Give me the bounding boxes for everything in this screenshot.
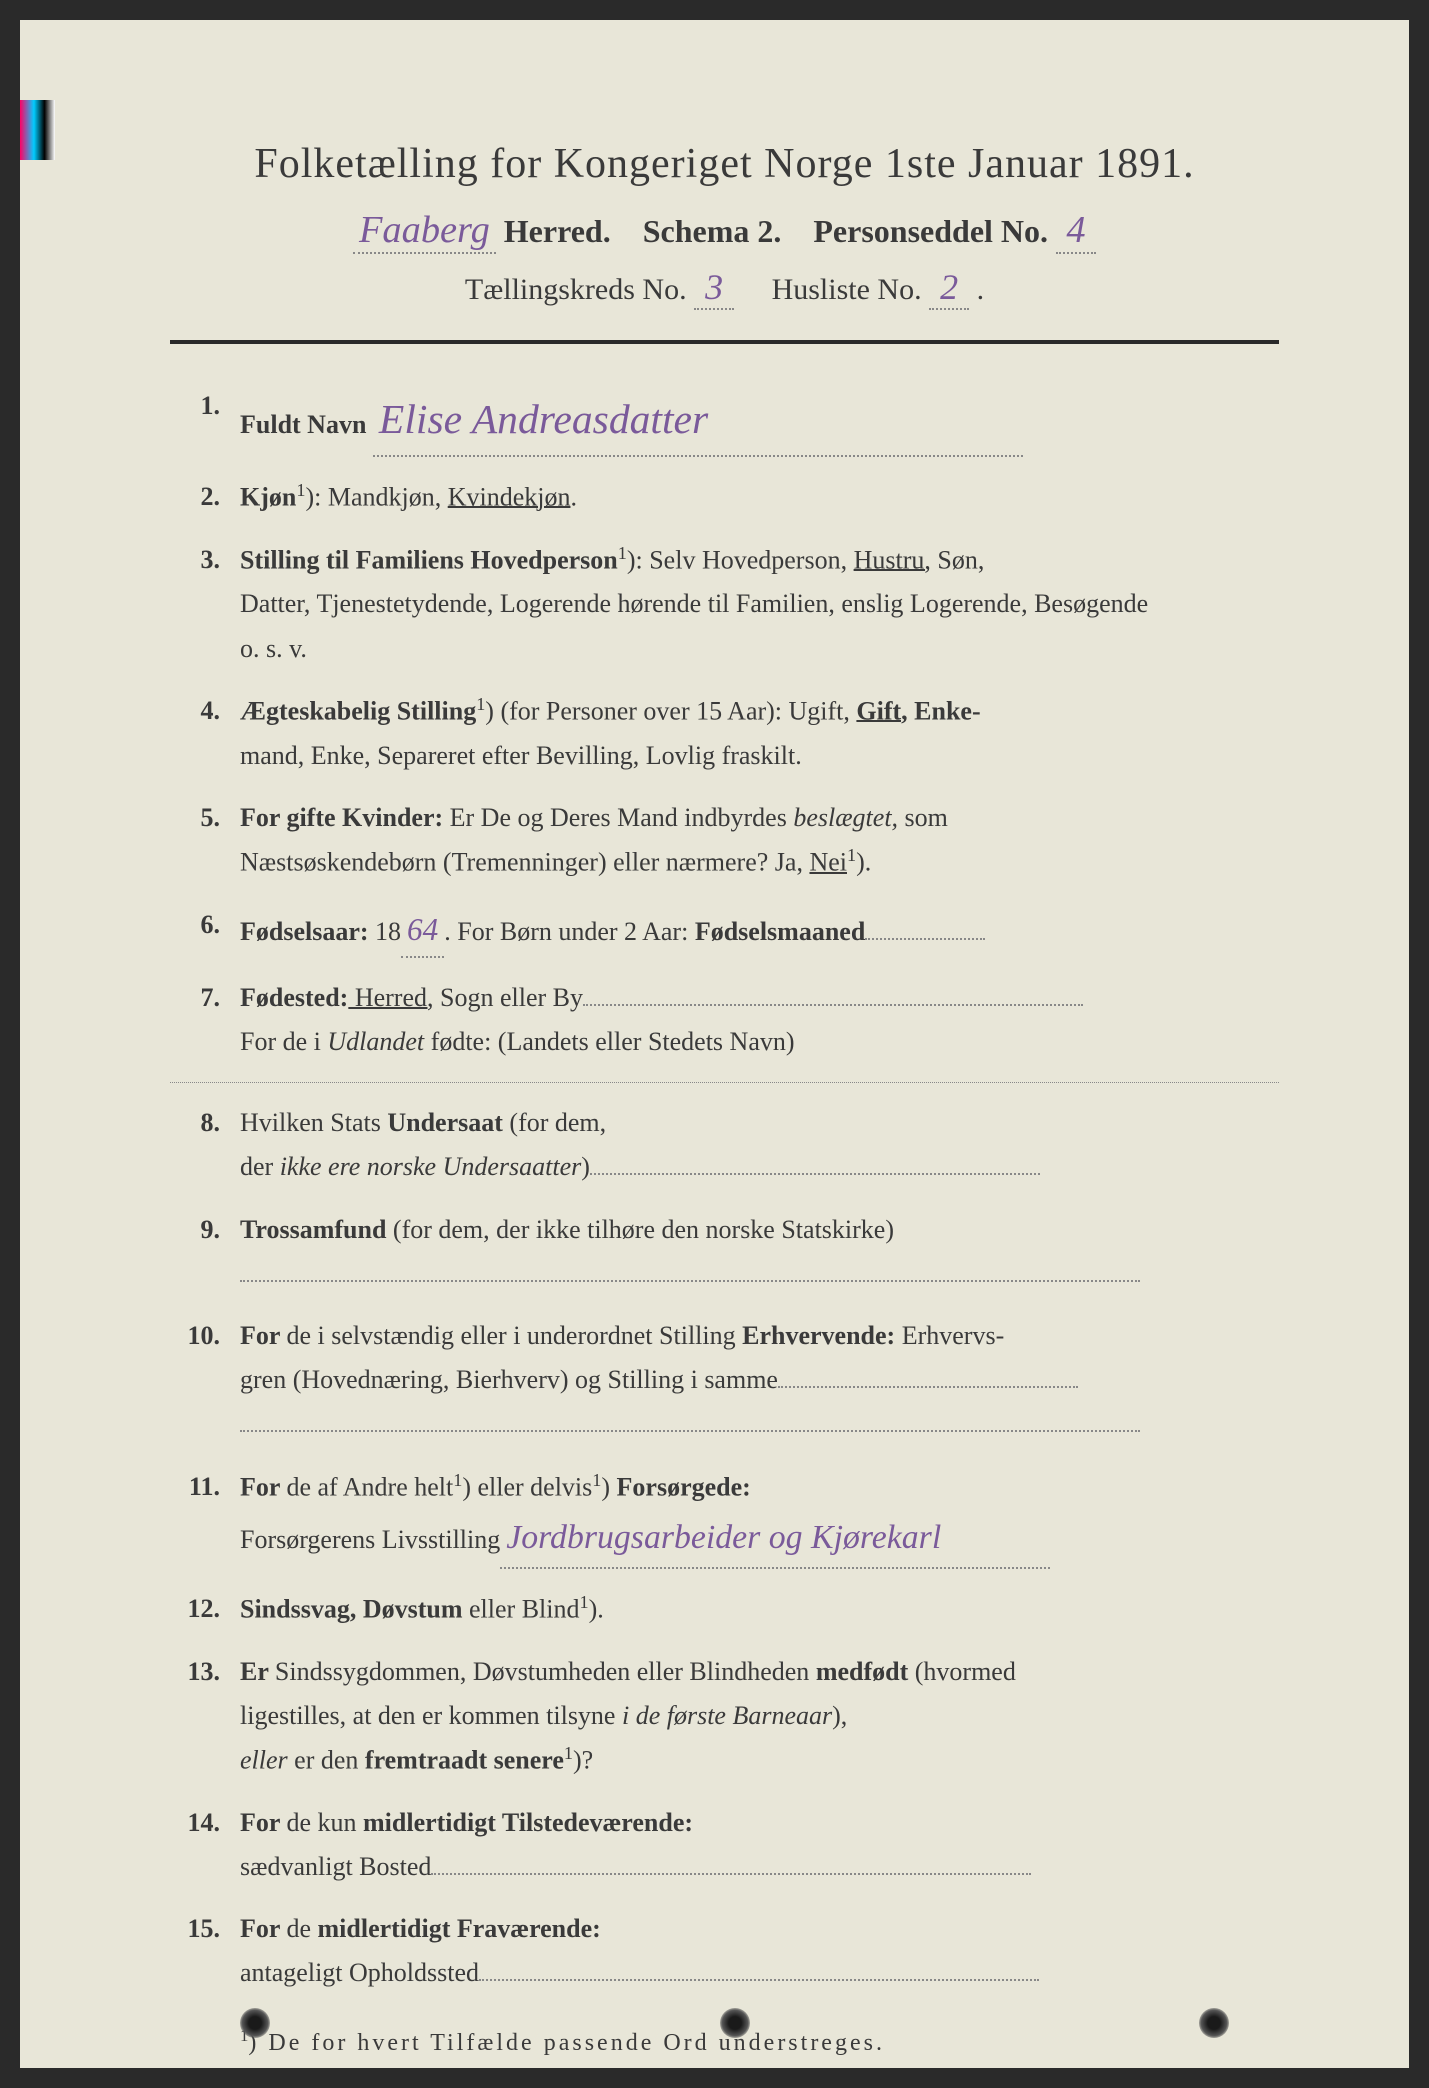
entry-5: 5. For gifte Kvinder: Er De og Deres Man… — [170, 796, 1279, 885]
header-line-3: Tællingskreds No. 3 Husliste No. 2 . — [170, 266, 1279, 310]
birth-year-handwritten: 64 — [401, 903, 444, 958]
kreds-label: Tællingskreds No. — [465, 273, 687, 306]
entry-num: 4. — [170, 689, 240, 778]
husliste-label: Husliste No. — [772, 273, 922, 306]
entry-3: 3. Stilling til Familiens Hovedperson1):… — [170, 538, 1279, 671]
header-rule — [170, 340, 1279, 344]
livsstilling-handwritten: Jordbrugsarbeider og Kjørekarl — [500, 1509, 1050, 1568]
entry-num: 12. — [170, 1587, 240, 1632]
binding-hole-icon — [1199, 2008, 1229, 2038]
entry-num: 14. — [170, 1801, 240, 1889]
entry-num: 7. — [170, 976, 240, 1064]
entry-num: 6. — [170, 903, 240, 958]
selected-value: Nei — [809, 848, 847, 877]
selected-value: Gift, — [856, 696, 907, 725]
header-line-2: Faaberg Herred. Schema 2. Personseddel N… — [170, 208, 1279, 254]
entry-num: 8. — [170, 1101, 240, 1189]
field-label: Trossamfund — [240, 1215, 386, 1244]
entry-num: 5. — [170, 796, 240, 885]
field-label: Ægteskabelig Stilling — [240, 696, 476, 725]
binding-hole-icon — [720, 2008, 750, 2038]
entry-8: 8. Hvilken Stats Undersaat (for dem, der… — [170, 1101, 1279, 1189]
entry-9: 9. Trossamfund (for dem, der ikke tilhør… — [170, 1208, 1279, 1296]
entry-1: 1. Fuldt Navn Elise Andreasdatter — [170, 384, 1279, 457]
entry-num: 11. — [170, 1465, 240, 1569]
field-label: Kjøn — [240, 482, 296, 511]
entry-11: 11. For de af Andre helt1) eller delvis1… — [170, 1465, 1279, 1569]
field-label: Stilling til Familiens Hovedperson — [240, 545, 618, 574]
entry-num: 10. — [170, 1314, 240, 1447]
entry-num: 1. — [170, 384, 240, 457]
personseddel-label: Personseddel No. — [813, 213, 1048, 249]
field-label: Fødselsaar: — [240, 917, 369, 946]
scan-edge-artifact — [20, 100, 55, 160]
entry-num: 13. — [170, 1650, 240, 1783]
field-label: Sindssvag, Døvstum — [240, 1595, 463, 1624]
selected-value: Kvindekjøn — [448, 482, 571, 511]
entry-13: 13. Er Sindssygdommen, Døvstumheden elle… — [170, 1650, 1279, 1783]
entry-2: 2. Kjøn1): Mandkjøn, Kvindekjøn. — [170, 475, 1279, 520]
herred-handwritten: Faaberg — [353, 208, 496, 254]
selected-value: Herred, — [348, 983, 433, 1012]
selected-value: Hustru, — [854, 545, 931, 574]
binding-hole-icon — [240, 2008, 270, 2038]
entry-num: 3. — [170, 538, 240, 671]
entry-num: 2. — [170, 475, 240, 520]
personseddel-no: 4 — [1056, 208, 1096, 254]
husliste-no: 2 — [929, 266, 969, 310]
field-label: Undersaat — [387, 1108, 503, 1137]
entry-12: 12. Sindssvag, Døvstum eller Blind1). — [170, 1587, 1279, 1632]
entry-num: 9. — [170, 1208, 240, 1296]
census-form-page: Folketælling for Kongeriget Norge 1ste J… — [20, 20, 1409, 2068]
field-label: Fuldt Navn — [240, 410, 366, 439]
herred-label: Herred. — [504, 213, 611, 249]
field-label: For gifte Kvinder: — [240, 803, 443, 832]
entry-15: 15. For de midlertidigt Fraværende: anta… — [170, 1907, 1279, 1995]
entry-4: 4. Ægteskabelig Stilling1) (for Personer… — [170, 689, 1279, 778]
entry-10: 10. For de i selvstændig eller i underor… — [170, 1314, 1279, 1447]
full-name-handwritten: Elise Andreasdatter — [373, 384, 1023, 457]
entry-7: 7. Fødested: Herred, Sogn eller By For d… — [170, 976, 1279, 1064]
field-label: Fødested: — [240, 983, 348, 1012]
entry-14: 14. For de kun midlertidigt Tilstedevære… — [170, 1801, 1279, 1889]
entry-num: 15. — [170, 1907, 240, 1995]
footnote: 1) De for hvert Tilfælde passende Ord un… — [240, 2026, 1279, 2057]
kreds-no: 3 — [694, 266, 734, 310]
schema-label: Schema 2. — [643, 213, 782, 249]
entry-6: 6. Fødselsaar: 1864. For Børn under 2 Aa… — [170, 903, 1279, 958]
form-title: Folketælling for Kongeriget Norge 1ste J… — [170, 140, 1279, 188]
section-rule — [170, 1082, 1279, 1083]
